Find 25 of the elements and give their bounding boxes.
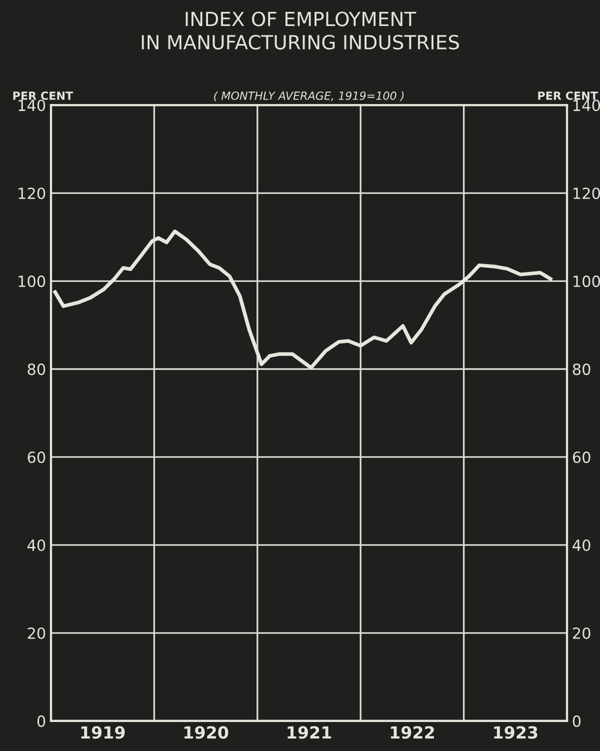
y-tick-label: 140 [18,100,46,112]
x-tick-label: 1921 [288,726,332,739]
y-tick-label: 0 [37,715,46,727]
x-tick-label: 1922 [390,726,434,739]
x-tick-label: 1920 [184,726,228,739]
chart-title: INDEX OF EMPLOYMENT IN MANUFACTURING INDUSTRIES [142,12,459,50]
y-tick-label: 20 [28,627,46,640]
y2-tick-label: 120 [574,188,600,200]
chart-subtitle: ( MONTHLY AVERAGE, 1919=100 ) [214,91,404,102]
y2-tick-label: 0 [572,715,581,727]
y2-tick-label: 20 [572,627,590,640]
y2-tick-label: 60 [572,452,590,464]
x-tick-label: 1923 [494,726,538,739]
y-tick-label: 40 [27,539,46,552]
x-tick-label: 1919 [81,726,125,739]
y2-tick-label: 40 [572,539,590,552]
y2-axis-title: PER CENT [538,92,598,100]
y2-tick-label: 140 [574,100,600,112]
y2-tick-label: 80 [572,364,590,376]
y-axis-title: PER CENT [13,92,74,100]
y-tick-label: 60 [28,452,46,464]
y2-tick-label: 100 [574,276,600,288]
y-tick-label: 80 [28,364,46,376]
y-tick-label: 100 [18,276,46,288]
y-tick-label: 120 [18,188,46,200]
